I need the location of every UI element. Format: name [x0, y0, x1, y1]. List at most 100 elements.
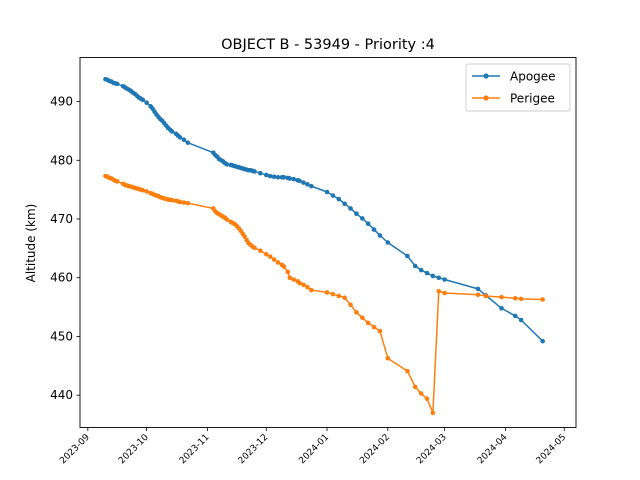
data-point-apogee [271, 174, 277, 180]
data-point-apogee [258, 170, 263, 176]
data-point-apogee [177, 135, 183, 140]
data-point-apogee [385, 240, 391, 245]
y-axis-label: Altitude (km) [24, 204, 38, 283]
data-point-perigee [348, 302, 353, 308]
data-point-apogee [297, 178, 302, 184]
data-point-perigee [263, 251, 269, 257]
data-point-perigee [442, 290, 447, 296]
data-point-apogee [144, 100, 149, 106]
data-point-apogee [424, 270, 430, 276]
data-point-perigee [336, 293, 342, 299]
data-point-perigee [181, 200, 187, 205]
data-point-apogee [412, 263, 418, 269]
data-point-perigee [267, 254, 273, 259]
data-point-perigee [309, 287, 314, 293]
y-axis-ticks: 440 450 460 470 480 490 [50, 95, 80, 402]
legend-apogee-marker [483, 73, 489, 79]
legend-perigee-marker [483, 95, 489, 101]
data-point-apogee [291, 176, 296, 182]
data-point-apogee [348, 206, 353, 211]
y-tick-label: 450 [50, 329, 73, 343]
data-point-perigee [518, 296, 524, 302]
data-point-perigee [385, 355, 391, 361]
data-point-apogee [371, 227, 377, 232]
data-point-perigee [365, 320, 371, 326]
data-point-apogee [140, 97, 146, 103]
data-point-perigee [297, 280, 302, 286]
data-point-apogee [281, 175, 287, 180]
data-point-perigee [436, 288, 442, 294]
data-point-apogee [442, 277, 447, 282]
data-point-perigee [275, 260, 281, 265]
data-point-apogee [405, 253, 410, 259]
data-point-perigee [305, 284, 310, 290]
data-point-perigee [252, 245, 257, 251]
data-point-perigee [475, 292, 481, 298]
data-point-perigee [324, 290, 330, 295]
data-point-apogee [224, 162, 230, 167]
data-point-apogee [512, 313, 518, 319]
data-point-perigee [424, 396, 430, 402]
data-point-perigee [330, 291, 336, 297]
data-point-perigee [114, 179, 120, 184]
data-point-apogee [365, 221, 371, 227]
data-point-perigee [512, 295, 518, 301]
data-point-perigee [540, 297, 545, 302]
data-point-apogee [287, 176, 293, 181]
data-point-perigee [281, 264, 287, 269]
data-point-perigee [287, 275, 293, 281]
data-point-perigee [483, 293, 489, 299]
data-point-apogee [354, 211, 359, 217]
data-point-apogee [185, 140, 191, 145]
data-point-apogee [336, 196, 342, 202]
data-point-apogee [275, 175, 281, 180]
data-point-apogee [377, 233, 383, 238]
data-point-perigee [185, 200, 191, 206]
data-point-apogee [360, 216, 365, 221]
axes-frame [79, 57, 577, 428]
data-point-perigee [301, 282, 306, 288]
legend: Apogee Perigee [465, 63, 571, 112]
data-point-perigee [271, 257, 277, 262]
data-point-apogee [263, 172, 269, 178]
data-point-apogee [324, 189, 330, 195]
data-point-perigee [354, 310, 359, 315]
data-point-apogee [114, 81, 120, 87]
chart-title: OBJECT B - 53949 - Priority :4 [221, 37, 435, 53]
data-point-perigee [377, 328, 383, 334]
data-point-perigee [418, 391, 424, 396]
data-point-perigee [177, 199, 183, 205]
data-point-apogee [169, 129, 175, 134]
y-tick-label: 480 [50, 153, 73, 167]
data-point-perigee [291, 277, 296, 282]
data-point-apogee [499, 305, 504, 311]
data-point-perigee [140, 187, 146, 193]
data-point-perigee [242, 234, 247, 239]
data-point-perigee [499, 294, 504, 300]
data-point-apogee [330, 193, 336, 198]
data-point-apogee [309, 183, 314, 189]
data-point-perigee [285, 269, 291, 275]
data-point-perigee [144, 189, 149, 194]
data-point-apogee [305, 182, 310, 187]
data-point-perigee [412, 384, 418, 390]
data-point-apogee [301, 180, 306, 185]
data-point-apogee [418, 267, 424, 273]
data-point-perigee [258, 248, 263, 254]
data-point-apogee [181, 137, 187, 143]
data-point-perigee [430, 410, 436, 416]
data-point-perigee [169, 197, 175, 203]
plot-area [103, 76, 545, 416]
y-tick-label: 440 [50, 388, 73, 402]
y-tick-label: 490 [50, 95, 73, 109]
data-point-apogee [436, 275, 442, 281]
data-point-perigee [371, 324, 377, 330]
data-point-apogee [430, 273, 436, 279]
data-point-apogee [252, 169, 257, 174]
data-point-perigee [405, 368, 410, 374]
y-tick-label: 460 [50, 271, 73, 285]
data-point-apogee [267, 173, 273, 179]
data-point-apogee [342, 201, 347, 207]
data-point-perigee [224, 217, 230, 222]
